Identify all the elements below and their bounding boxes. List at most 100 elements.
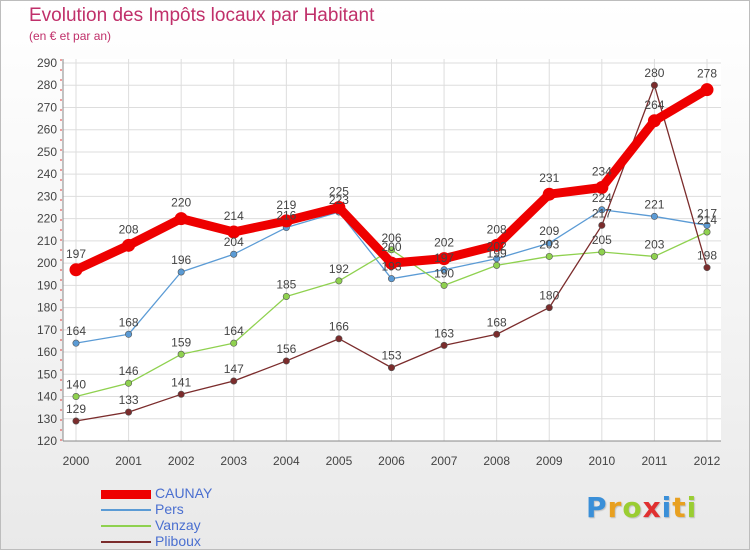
- data-label-caunay: 225: [329, 185, 349, 199]
- data-label-caunay: 219: [276, 198, 296, 212]
- data-point-vanzay: [650, 252, 658, 260]
- data-point-pliboux: [545, 304, 553, 312]
- legend-label: Pers: [155, 501, 184, 517]
- data-point-vanzay: [493, 261, 501, 269]
- data-label-caunay: 202: [434, 236, 454, 250]
- data-point-pliboux: [703, 264, 711, 272]
- data-label-pers: 164: [66, 324, 86, 338]
- x-tick-label: 2000: [63, 454, 90, 468]
- data-label-pliboux: 153: [381, 349, 401, 363]
- data-label-vanzay: 199: [487, 246, 507, 260]
- data-label-caunay: 220: [171, 196, 191, 210]
- data-label-vanzay: 140: [66, 378, 86, 392]
- data-label-pers: 196: [171, 253, 191, 267]
- data-point-pers: [650, 212, 658, 220]
- data-point-caunay: [700, 83, 714, 97]
- data-point-caunay: [174, 212, 188, 226]
- data-label-vanzay: 190: [434, 266, 454, 280]
- data-label-pers: 209: [539, 224, 559, 238]
- data-point-pers: [387, 275, 395, 283]
- data-point-vanzay: [387, 246, 395, 254]
- data-point-vanzay: [335, 277, 343, 285]
- data-label-caunay: 197: [66, 247, 86, 261]
- data-label-pliboux: 180: [539, 289, 559, 303]
- data-label-pliboux: 166: [329, 320, 349, 334]
- data-point-caunay: [385, 256, 398, 270]
- data-label-vanzay: 146: [119, 364, 139, 378]
- x-tick-label: 2004: [273, 454, 300, 468]
- data-label-pers: 168: [119, 315, 139, 329]
- x-tick-label: 2009: [536, 454, 563, 468]
- data-point-pers: [230, 250, 238, 258]
- data-point-vanzay: [440, 281, 448, 289]
- data-label-pliboux: 217: [592, 206, 612, 220]
- y-tick-label: 160: [37, 345, 57, 359]
- data-point-pers: [598, 206, 606, 214]
- data-point-pliboux: [125, 408, 133, 416]
- y-tick-label: 260: [37, 123, 57, 137]
- y-tick-label: 210: [37, 234, 57, 248]
- data-label-vanzay: 203: [644, 237, 664, 251]
- data-label-pliboux: 141: [171, 375, 191, 389]
- data-label-caunay: 231: [539, 171, 559, 185]
- data-label-vanzay: 185: [276, 277, 296, 291]
- y-tick-label: 280: [37, 78, 57, 92]
- y-tick-label: 120: [37, 434, 57, 448]
- x-tick-label: 2010: [588, 454, 615, 468]
- data-point-vanzay: [598, 248, 606, 256]
- data-label-pers: 193: [381, 260, 401, 274]
- y-tick-label: 270: [37, 100, 57, 114]
- x-tick-label: 2012: [694, 454, 721, 468]
- data-label-caunay: 214: [224, 209, 244, 223]
- data-point-pers: [125, 330, 133, 338]
- x-tick-label: 2006: [378, 454, 405, 468]
- data-label-vanzay: 206: [381, 231, 401, 245]
- data-label-caunay: 234: [592, 165, 612, 179]
- y-tick-label: 170: [37, 323, 57, 337]
- y-tick-label: 150: [37, 367, 57, 381]
- data-point-caunay: [69, 263, 83, 277]
- data-label-vanzay: 159: [171, 335, 191, 349]
- data-label-pers: 224: [592, 191, 612, 205]
- legend-label: CAUNAY: [155, 485, 213, 501]
- data-point-pliboux: [598, 221, 606, 229]
- legend-item-vanzay: Vanzay: [101, 517, 212, 533]
- data-point-vanzay: [72, 393, 80, 401]
- data-point-pliboux: [177, 390, 185, 398]
- data-label-pers: 202: [487, 240, 507, 254]
- x-tick-label: 2007: [431, 454, 458, 468]
- data-point-pliboux: [440, 341, 448, 349]
- data-label-pliboux: 163: [434, 326, 454, 340]
- data-point-pliboux: [387, 364, 395, 372]
- data-point-pliboux: [335, 335, 343, 343]
- y-tick-label: 180: [37, 301, 57, 315]
- data-point-vanzay: [230, 339, 238, 347]
- y-tick-label: 200: [37, 256, 57, 270]
- data-point-pers: [72, 339, 80, 347]
- y-tick-label: 220: [37, 212, 57, 226]
- logo-letter: i: [686, 491, 698, 524]
- y-tick-label: 140: [37, 390, 57, 404]
- y-tick-label: 240: [37, 167, 57, 181]
- data-label-vanzay: 192: [329, 262, 349, 276]
- legend-label: Pliboux: [155, 533, 201, 549]
- chart-subtitle: (en € et par an): [29, 29, 112, 43]
- x-tick-label: 2001: [115, 454, 142, 468]
- data-label-caunay: 200: [381, 240, 401, 254]
- x-tick-label: 2002: [168, 454, 195, 468]
- data-label-vanzay: 214: [697, 213, 717, 227]
- x-tick-label: 2003: [220, 454, 247, 468]
- data-label-caunay: 264: [644, 98, 664, 112]
- data-label-pers: 216: [276, 209, 296, 223]
- data-point-caunay: [542, 187, 556, 201]
- data-point-vanzay: [177, 350, 185, 358]
- data-label-pers: 223: [329, 193, 349, 207]
- data-point-pers: [545, 239, 553, 247]
- data-label-vanzay: 164: [224, 324, 244, 338]
- logo-letter: x: [642, 491, 662, 524]
- data-label-caunay: 208: [487, 222, 507, 236]
- data-label-caunay: 278: [697, 67, 717, 81]
- logo-letter: i: [661, 491, 673, 524]
